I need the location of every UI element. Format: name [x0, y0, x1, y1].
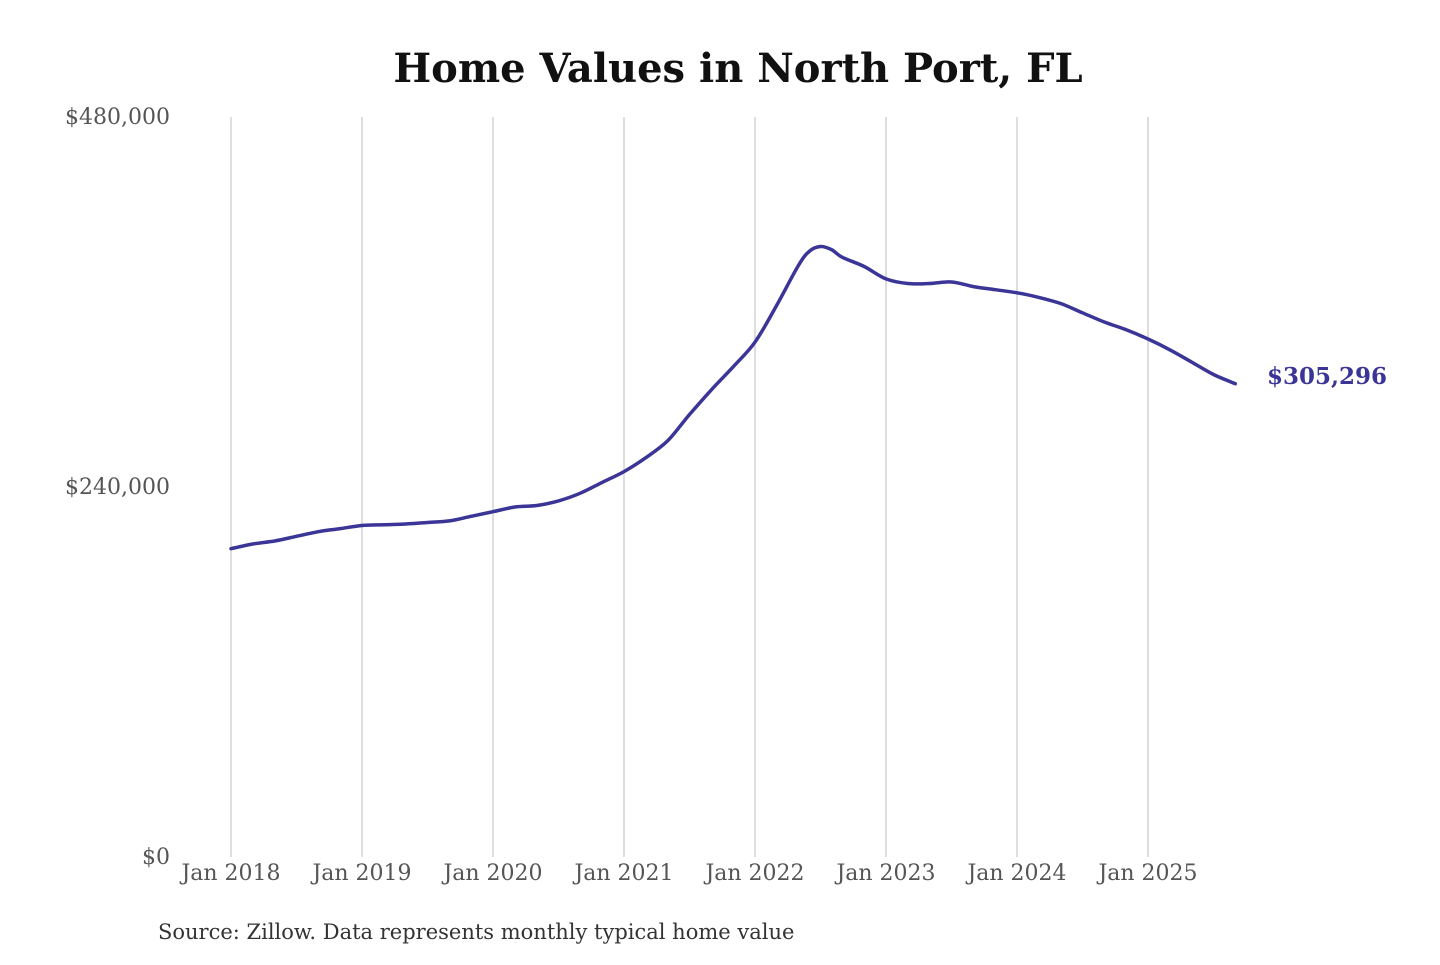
y-tick-label: $0 — [142, 845, 170, 870]
y-tick-label: $240,000 — [65, 475, 170, 500]
x-tick-label: Jan 2019 — [310, 861, 411, 886]
series-layer — [229, 244, 1238, 551]
source-note: Source: Zillow. Data represents monthly … — [158, 920, 794, 944]
x-tick-label: Jan 2024 — [965, 861, 1066, 886]
chart-title: Home Values in North Port, FL — [393, 45, 1082, 92]
x-tick-label: Jan 2021 — [572, 861, 673, 886]
x-tick-label: Jan 2018 — [179, 861, 280, 886]
x-tick-label: Jan 2023 — [834, 861, 935, 886]
gridlines — [230, 117, 1149, 857]
x-tick-label: Jan 2022 — [703, 861, 804, 886]
series-line-0 — [229, 244, 1238, 551]
x-axis-ticks: Jan 2018 Jan 2019 Jan 2020 Jan 2021 Jan 2022… — [179, 861, 1197, 886]
y-axis-ticks: $0 $240,000 $480,000 — [65, 105, 170, 870]
y-tick-label: $480,000 — [65, 105, 170, 130]
end-value-label: $305,296 — [1267, 363, 1387, 390]
x-tick-label: Jan 2020 — [441, 861, 542, 886]
x-tick-label: Jan 2025 — [1096, 861, 1197, 886]
